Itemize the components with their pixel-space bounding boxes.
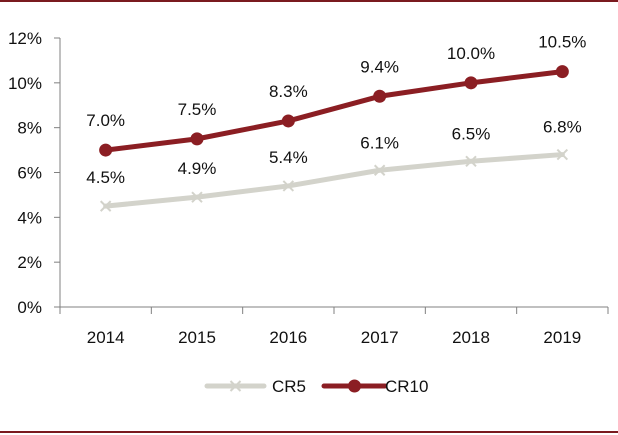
marker-cr10 <box>99 143 113 157</box>
legend-swatch-marker <box>348 379 361 393</box>
legend-item-cr5: CR5 <box>204 377 306 396</box>
data-label-cr5: 5.4% <box>269 148 308 167</box>
data-label-cr5: 6.8% <box>543 118 582 137</box>
marker-stroke <box>373 164 386 176</box>
data-label-cr10: 10.5% <box>538 33 586 52</box>
x-tick-label: 2014 <box>87 328 125 347</box>
y-tick-label: 2% <box>17 253 42 272</box>
data-label-cr10: 7.0% <box>86 111 125 130</box>
y-tick-label: 0% <box>17 298 42 317</box>
data-label-cr10: 10.0% <box>447 44 495 63</box>
data-label-cr5: 4.5% <box>86 168 125 187</box>
marker-stroke <box>99 200 112 212</box>
legend-label-cr10: CR10 <box>385 377 428 396</box>
data-label-cr10: 8.3% <box>269 82 308 101</box>
legend-label-cr5: CR5 <box>272 377 306 396</box>
marker-cr10 <box>373 89 387 103</box>
y-tick-label: 8% <box>17 119 42 138</box>
data-label-cr10: 9.4% <box>360 57 399 76</box>
series-line-cr10 <box>103 69 565 153</box>
series-line-cr5 <box>103 152 565 209</box>
marker-stroke <box>465 155 477 167</box>
y-tick-label: 4% <box>17 208 42 227</box>
marker-cr5 <box>282 180 295 192</box>
marker-stroke <box>282 180 295 192</box>
y-tick-label: 6% <box>17 164 42 183</box>
x-tick-label: 2019 <box>543 328 581 347</box>
marker-cr10 <box>464 76 478 90</box>
legend: CR5 CR10 <box>204 377 428 396</box>
data-label-cr5: 4.9% <box>178 159 217 178</box>
legend-swatch-marker <box>229 380 242 392</box>
y-tick-label: 12% <box>8 29 42 48</box>
plot-area: 0% 2% 4% 6% 8% 10% 12% 2014 2015 2016 2017 2018 2019… <box>8 29 609 347</box>
marker-cr5 <box>465 155 477 167</box>
marker-cr5 <box>99 200 112 212</box>
y-tick-label: 10% <box>8 74 42 93</box>
marker-cr5 <box>556 148 569 161</box>
data-label-cr5: 6.5% <box>452 124 491 143</box>
x-tick-label: 2017 <box>361 328 399 347</box>
marker-cr10 <box>190 132 204 146</box>
data-label-cr5: 6.1% <box>360 133 399 152</box>
marker-cr10 <box>555 65 569 79</box>
marker-cr10 <box>281 114 295 128</box>
x-tick-label: 2018 <box>452 328 490 347</box>
x-tick-label: 2015 <box>178 328 216 347</box>
marker-cr5 <box>373 164 386 176</box>
marker-cr5 <box>191 191 203 203</box>
marker-stroke <box>556 148 569 161</box>
legend-item-cr10: CR10 <box>321 377 428 396</box>
x-tick-label: 2016 <box>269 328 307 347</box>
data-label-cr10: 7.5% <box>178 100 217 119</box>
marker-stroke <box>191 191 203 203</box>
